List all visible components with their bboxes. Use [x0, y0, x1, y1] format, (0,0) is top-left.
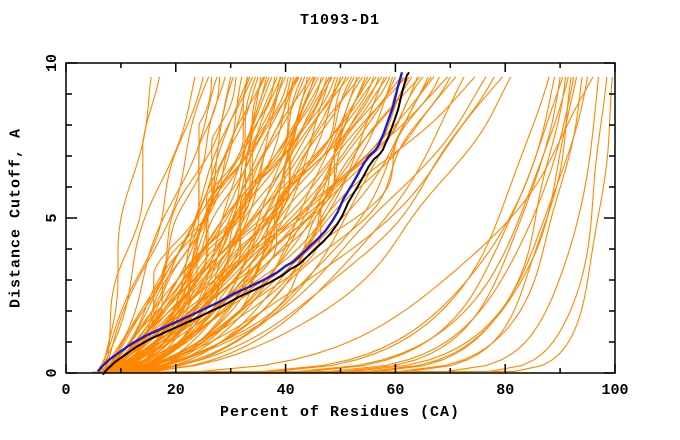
reference-shadow-curve	[102, 71, 410, 376]
y-axis-ticks	[66, 62, 615, 374]
y-tick-label: 0	[44, 368, 61, 377]
reference-curve	[96, 71, 404, 373]
x-axis-title: Percent of Residues (CA)	[219, 404, 461, 421]
model-curves	[92, 76, 613, 373]
x-tick-label: 100	[601, 382, 628, 399]
y-tick-label: 5	[44, 213, 61, 222]
x-tick-label: 80	[496, 382, 514, 399]
x-tick-label: 0	[61, 382, 70, 399]
y-axis-title: Distance Cutoff, A	[7, 127, 25, 309]
x-axis-ticks	[65, 63, 616, 373]
chart-title: T1093-D1	[299, 12, 380, 29]
x-tick-label: 60	[386, 382, 404, 399]
x-tick-label: 20	[167, 382, 185, 399]
y-tick-labels: 0 5 10	[44, 54, 61, 378]
x-tick-labels: 0 20 40 60 80 100	[61, 382, 628, 399]
y-tick-label: 10	[44, 54, 61, 72]
x-tick-label: 40	[277, 382, 295, 399]
